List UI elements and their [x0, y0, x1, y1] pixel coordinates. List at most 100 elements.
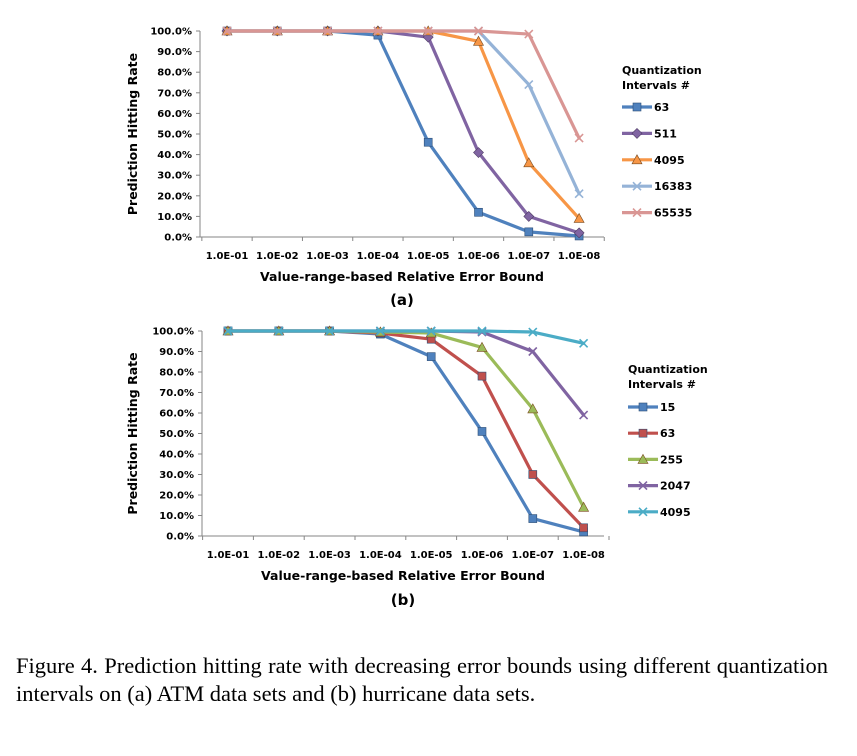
series-line — [226, 329, 586, 345]
y-tick-label: 40.0% — [159, 450, 194, 461]
y-tick-label: 60.0% — [159, 409, 194, 420]
legend-item-16383: 16383 — [622, 180, 692, 193]
y-tick-label: 30.0% — [159, 470, 194, 481]
legend-item-511: 511 — [622, 127, 677, 140]
x-tick-label: 1.0E-06 — [461, 550, 504, 561]
x-tick-label: 1.0E-02 — [257, 550, 300, 561]
legend-item-15: 15 — [628, 401, 675, 414]
legend-title: Intervals # — [628, 378, 696, 391]
x-tick-label: 1.0E-01 — [206, 251, 249, 262]
marker-triangle — [472, 35, 485, 46]
y-tick-label: 70.0% — [159, 388, 194, 399]
legend-label: 2047 — [660, 480, 691, 493]
marker-x — [274, 326, 284, 336]
marker-triangle — [573, 212, 585, 223]
marker-triangle — [578, 501, 590, 512]
panel-label: (a) — [390, 291, 414, 309]
marker-square — [638, 402, 648, 412]
y-tick-label: 50.0% — [157, 130, 192, 141]
marker-x — [524, 79, 534, 90]
marker-square — [524, 227, 534, 237]
series-65535 — [222, 26, 584, 143]
marker-x — [223, 326, 233, 336]
marker-square — [528, 470, 538, 479]
y-tick-label: 100.0% — [150, 27, 192, 38]
marker-x — [579, 338, 589, 348]
marker-x — [638, 507, 648, 517]
series-16383 — [222, 26, 584, 199]
marker-square — [638, 428, 648, 438]
y-tick-label: 30.0% — [157, 171, 192, 182]
legend-label: 65535 — [654, 207, 692, 220]
series-line — [225, 29, 581, 235]
x-axis-title: Value-range-based Relative Error Bound — [260, 269, 544, 284]
marker-diamond — [573, 227, 585, 239]
series-line — [226, 329, 586, 534]
y-axis-title: Prediction Hitting Rate — [125, 53, 140, 215]
marker-square — [423, 137, 433, 147]
series-line — [225, 29, 581, 221]
marker-x — [528, 346, 538, 357]
legend-title: Quantization — [628, 363, 708, 376]
x-axis-title: Value-range-based Relative Error Bound — [261, 568, 545, 583]
marker-x — [373, 26, 383, 36]
marker-x — [323, 26, 333, 36]
marker-square — [632, 102, 642, 112]
legend-item-63: 63 — [628, 427, 675, 440]
legend-label: 15 — [660, 401, 675, 414]
series-line — [226, 329, 586, 530]
legend-item-255: 255 — [628, 453, 683, 466]
legend-label: 511 — [654, 127, 677, 140]
series-line — [226, 329, 586, 509]
marker-x — [632, 208, 642, 218]
x-tick-label: 1.0E-06 — [457, 251, 500, 262]
marker-x — [272, 26, 282, 36]
legend-item-4095: 4095 — [622, 154, 685, 167]
marker-x — [473, 26, 484, 36]
legend-label: 4095 — [660, 506, 691, 519]
marker-triangle — [631, 154, 643, 165]
marker-square — [474, 207, 483, 217]
y-tick-label: 60.0% — [157, 109, 192, 120]
marker-x — [426, 326, 436, 336]
x-tick-label: 1.0E-03 — [306, 251, 349, 262]
series-63 — [222, 26, 584, 241]
marker-x — [222, 26, 232, 36]
marker-x — [375, 326, 385, 336]
marker-x — [579, 410, 589, 420]
marker-square — [477, 371, 487, 381]
marker-diamond — [473, 147, 484, 158]
marker-diamond — [523, 210, 535, 222]
x-tick-label: 1.0E-07 — [511, 550, 554, 561]
x-tick-label: 1.0E-08 — [558, 251, 601, 262]
x-tick-label: 1.0E-05 — [407, 251, 450, 262]
legend-label: 4095 — [654, 154, 685, 167]
legend-title: Intervals # — [622, 79, 690, 92]
legend-label: 16383 — [654, 180, 692, 193]
x-tick-label: 1.0E-03 — [308, 550, 351, 561]
legend-item-65535: 65535 — [622, 207, 692, 220]
y-tick-label: 0.0% — [166, 532, 194, 543]
y-tick-label: 90.0% — [157, 47, 192, 58]
series-4095 — [223, 326, 589, 348]
y-tick-label: 80.0% — [157, 68, 192, 79]
y-tick-label: 100.0% — [152, 327, 194, 338]
marker-diamond — [631, 127, 643, 139]
marker-triangle — [527, 403, 539, 414]
series-line — [225, 29, 581, 196]
y-tick-label: 0.0% — [164, 233, 192, 244]
marker-square — [528, 514, 538, 523]
panel-label: (b) — [391, 591, 415, 609]
x-tick-label: 1.0E-04 — [357, 251, 400, 262]
chart-panel-a: 0.0% 10.0% 20.0% 30.0% 40.0% 50.0% 60.0% 70.0% 8… — [125, 25, 702, 309]
marker-square — [426, 352, 436, 361]
legend: Quantization Intervals # 15 63 255 2047 4095 — [628, 363, 708, 519]
y-tick-label: 20.0% — [157, 191, 192, 202]
figure: 0.0% 10.0% 20.0% 30.0% 40.0% 50.0% 60.0% 70.0% 8… — [125, 25, 708, 609]
y-axis-title: Prediction Hitting Rate — [125, 352, 140, 514]
y-tick-label: 80.0% — [159, 368, 194, 379]
legend-title: Quantization — [622, 64, 702, 77]
marker-x — [574, 189, 584, 199]
series-511 — [221, 25, 585, 239]
y-tick-label: 90.0% — [159, 347, 194, 358]
